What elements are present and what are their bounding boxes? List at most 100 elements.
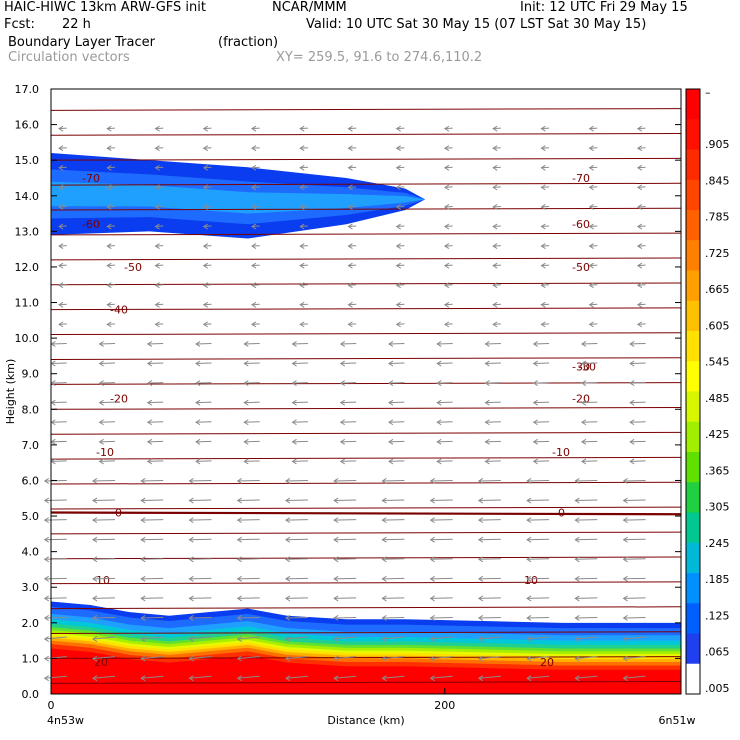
contour-line	[51, 382, 681, 385]
contour-line	[51, 456, 681, 460]
vector-arrowhead	[492, 301, 498, 308]
vector-arrowhead	[140, 675, 146, 682]
vector-arrowhead	[43, 478, 50, 484]
vector-arrowhead	[333, 675, 339, 682]
vector-arrowhead	[540, 321, 546, 328]
vector-arrow	[575, 538, 598, 541]
vector-arrow	[141, 558, 164, 560]
vector-arrow	[630, 401, 646, 404]
vector-arrow	[527, 558, 550, 560]
vector-arrow	[237, 577, 260, 580]
vector-arrowhead	[381, 478, 387, 484]
vector-arrow	[59, 166, 67, 169]
vector-arrow	[589, 284, 598, 286]
vector-arrow	[251, 205, 260, 208]
contour-label: -20	[572, 393, 590, 406]
vector-arrow	[478, 499, 501, 502]
contour-label: -40	[110, 304, 128, 317]
vector-arrowhead	[251, 204, 257, 210]
vector-arrow	[437, 362, 453, 365]
vector-arrowhead	[106, 184, 112, 191]
vector-arrow	[300, 166, 308, 169]
vector-arrow	[348, 205, 357, 208]
vector-arrowhead	[588, 223, 594, 230]
vector-arrowhead	[436, 380, 442, 387]
vector-arrow	[581, 421, 598, 423]
vector-arrowhead	[284, 595, 291, 602]
vector-arrowhead	[636, 125, 643, 132]
vector-arrowhead	[106, 204, 112, 210]
vector-arrow	[59, 225, 67, 228]
vector-arrowhead	[492, 223, 498, 230]
vector-arrow	[44, 538, 67, 541]
vector-arrow	[92, 656, 116, 660]
vector-arrow	[478, 577, 501, 580]
vector-arrow	[388, 362, 405, 365]
vector-arrowhead	[154, 243, 160, 250]
vector-arrow	[44, 616, 67, 619]
colorbar-label: .125	[705, 609, 730, 622]
vector-arrow	[478, 558, 501, 560]
vector-arrowhead	[58, 243, 64, 250]
colorbar-label: .905	[705, 138, 730, 151]
vector-arrowhead	[429, 595, 435, 602]
vector-arrow	[485, 440, 501, 443]
vector-arrowhead	[636, 145, 643, 152]
vector-arrowhead	[580, 360, 587, 367]
vector-arrowhead	[574, 575, 580, 582]
vector-arrowhead	[299, 145, 305, 152]
y-tick-label: 3.0	[22, 581, 40, 594]
contour-line	[51, 556, 681, 560]
vector-arrow	[541, 245, 550, 247]
y-tick-label: 13.0	[15, 225, 40, 238]
vector-arrow	[285, 519, 308, 521]
vector-arrow	[155, 245, 164, 247]
vector-arrow	[444, 147, 453, 149]
vector-arrow	[92, 519, 115, 521]
vector-arrow	[396, 284, 405, 286]
contour-line	[51, 606, 681, 610]
vector-arrow	[155, 205, 164, 208]
vector-arrow	[92, 675, 116, 679]
vector-arrowhead	[443, 243, 450, 250]
vector-arrowhead	[98, 341, 104, 347]
contour-line	[51, 581, 681, 585]
vector-arrow	[485, 362, 501, 365]
vector-arrow	[541, 323, 550, 325]
vector-arrowhead	[580, 458, 587, 465]
model-title: HAIC-HIWC 13km ARW-GFS init	[4, 0, 206, 15]
vector-arrowhead	[629, 438, 635, 445]
vector-arrowhead	[284, 478, 291, 484]
vector-arrow	[581, 460, 598, 462]
vector-arrow	[334, 519, 357, 521]
vector-arrow	[444, 225, 453, 228]
contour-line	[51, 656, 681, 659]
vector-arrow	[527, 597, 550, 599]
vector-arrow	[340, 401, 357, 404]
vector-arrow	[99, 460, 116, 462]
vector-arrow	[251, 127, 260, 130]
vector-arrowhead	[236, 636, 242, 642]
vector-arrowhead	[443, 301, 450, 308]
vector-arrowhead	[154, 164, 160, 171]
valid-time: Valid: 10 UTC Sat 30 May 15 (07 LST Sat …	[306, 17, 647, 32]
vector-arrow	[334, 577, 357, 580]
vector-arrow	[237, 675, 260, 679]
vector-arrow	[107, 323, 116, 325]
vector-arrowhead	[58, 223, 64, 230]
vector-arrowhead	[58, 145, 64, 152]
vector-arrow	[623, 479, 646, 482]
vector-arrowhead	[526, 595, 532, 602]
vector-arrow	[196, 460, 212, 462]
vector-arrowhead	[588, 301, 594, 308]
vector-arrowhead	[622, 615, 628, 621]
vector-arrowhead	[43, 655, 50, 662]
vector-arrow	[340, 421, 357, 423]
vector-arrowhead	[580, 419, 587, 426]
y-tick-label: 8.0	[22, 403, 40, 416]
overlay-name: Circulation vectors	[8, 50, 130, 65]
vector-arrowhead	[333, 517, 339, 524]
vector-arrowhead	[58, 125, 64, 132]
vector-arrowhead	[636, 262, 643, 269]
vector-arrow	[478, 616, 501, 619]
